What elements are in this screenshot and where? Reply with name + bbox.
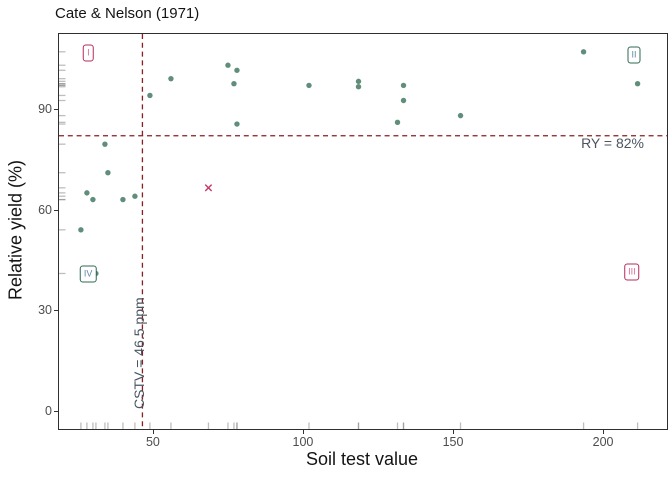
x-tick-label: 150 bbox=[442, 435, 464, 449]
data-point bbox=[580, 49, 587, 55]
data-point bbox=[132, 193, 138, 199]
data-point bbox=[102, 141, 108, 147]
quadrant-label-I: I bbox=[83, 44, 94, 62]
y-axis-tick bbox=[54, 108, 58, 110]
y-tick-label: 60 bbox=[38, 202, 52, 217]
quadrant-label-III: III bbox=[624, 263, 640, 281]
x-axis-tick bbox=[302, 430, 304, 434]
data-point bbox=[84, 190, 90, 196]
data-point bbox=[225, 62, 231, 68]
y-tick-label: 90 bbox=[38, 101, 52, 116]
x-axis-tick bbox=[152, 430, 154, 434]
x-axis-tick bbox=[453, 430, 455, 434]
data-point bbox=[231, 81, 237, 87]
data-point bbox=[234, 67, 240, 73]
y-axis-tick bbox=[54, 310, 58, 312]
x-tick-label: 200 bbox=[592, 435, 614, 449]
data-point bbox=[147, 92, 153, 99]
y-tick-label: 30 bbox=[38, 303, 52, 318]
data-point bbox=[120, 196, 126, 203]
data-point bbox=[168, 75, 174, 82]
data-point bbox=[90, 196, 96, 203]
data-point bbox=[457, 112, 464, 119]
data-point bbox=[400, 82, 407, 89]
quadrant-label-II: II bbox=[627, 46, 641, 64]
ry-annotation: RY = 82% bbox=[581, 135, 644, 151]
x-tick-label: 100 bbox=[292, 435, 314, 449]
data-point bbox=[306, 82, 312, 89]
y-axis-title: Relative yield (%) bbox=[5, 159, 26, 301]
data-point bbox=[78, 227, 84, 233]
plot-title: Cate & Nelson (1971) bbox=[55, 5, 200, 22]
flagged-point-x-marker bbox=[204, 184, 213, 192]
cstv-annotation: CSTV = 46.5 ppm bbox=[131, 297, 147, 409]
x-tick-label: 50 bbox=[145, 435, 160, 449]
y-axis-tick bbox=[54, 209, 58, 211]
data-point bbox=[634, 81, 641, 87]
data-point bbox=[400, 97, 407, 104]
x-axis-tick bbox=[603, 430, 605, 434]
y-axis-tick bbox=[54, 411, 58, 413]
data-point bbox=[355, 78, 362, 85]
data-point bbox=[105, 170, 111, 176]
plot-area bbox=[59, 34, 667, 429]
quadrant-label-IV: IV bbox=[79, 265, 97, 283]
data-point bbox=[234, 121, 240, 127]
x-axis-title: Soil test value bbox=[305, 449, 419, 469]
data-point bbox=[355, 84, 362, 90]
y-tick-label: 0 bbox=[45, 404, 52, 419]
data-point bbox=[394, 119, 401, 126]
plot-panel: RY = 82% CSTV = 46.5 ppm I II III IV bbox=[58, 33, 668, 430]
